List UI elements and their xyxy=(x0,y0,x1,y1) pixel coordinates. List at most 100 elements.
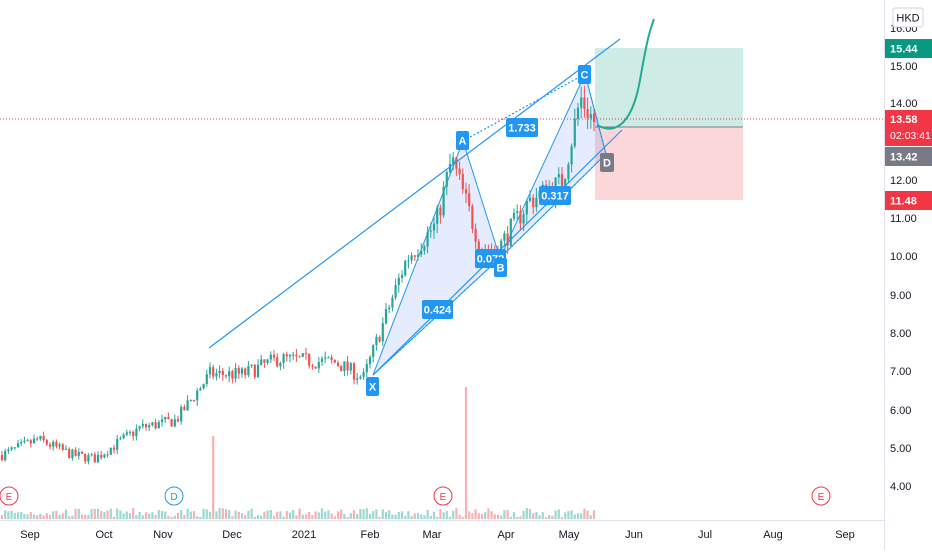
candle-body[interactable] xyxy=(352,363,356,380)
candle-body[interactable] xyxy=(42,435,45,441)
point-x-label[interactable]: X xyxy=(366,377,379,396)
candle-body[interactable] xyxy=(7,449,10,452)
candle-body[interactable] xyxy=(397,277,400,286)
candle-body[interactable] xyxy=(426,231,429,247)
candle-body[interactable] xyxy=(234,367,237,379)
candle-body[interactable] xyxy=(516,211,519,213)
candle-body[interactable] xyxy=(253,364,256,377)
candle-body[interactable] xyxy=(116,439,119,450)
candle-body[interactable] xyxy=(215,373,218,377)
candle-body[interactable] xyxy=(512,212,516,219)
candle-body[interactable] xyxy=(557,174,560,178)
candle-body[interactable] xyxy=(64,448,68,450)
candle-body[interactable] xyxy=(199,388,202,391)
earnings-marker-2[interactable]: E xyxy=(433,486,453,506)
candle-body[interactable] xyxy=(295,354,298,357)
candle-body[interactable] xyxy=(221,370,224,376)
point-b-label[interactable]: B xyxy=(494,258,507,277)
candle-body[interactable] xyxy=(349,363,352,371)
candle-body[interactable] xyxy=(260,359,263,365)
dividend-marker[interactable]: D xyxy=(164,486,184,506)
candle-body[interactable] xyxy=(279,362,282,367)
candle-body[interactable] xyxy=(567,164,570,180)
candle-body[interactable] xyxy=(455,157,458,169)
candle-body[interactable] xyxy=(13,447,16,449)
candle-body[interactable] xyxy=(429,230,432,232)
candle-body[interactable] xyxy=(36,438,39,440)
point-d-label[interactable]: D xyxy=(600,153,614,172)
candle-body[interactable] xyxy=(285,354,288,357)
candle-body[interactable] xyxy=(180,406,183,422)
candle-body[interactable] xyxy=(317,362,320,369)
candle-body[interactable] xyxy=(87,455,90,462)
candle-body[interactable] xyxy=(212,367,215,377)
candle-body[interactable] xyxy=(439,207,442,216)
candle-body[interactable] xyxy=(416,254,420,257)
candle-body[interactable] xyxy=(525,200,528,215)
candle-body[interactable] xyxy=(532,197,535,208)
ratio-xa-pill[interactable]: 1.733 xyxy=(506,118,538,137)
candle-body[interactable] xyxy=(237,367,240,374)
candle-body[interactable] xyxy=(570,146,573,165)
profit-zone[interactable] xyxy=(595,48,743,127)
candle-body[interactable] xyxy=(362,372,365,377)
candle-body[interactable] xyxy=(122,434,125,439)
point-c-label[interactable]: C xyxy=(578,65,591,84)
candle-body[interactable] xyxy=(45,440,48,445)
candle-body[interactable] xyxy=(423,246,426,251)
candle-body[interactable] xyxy=(55,441,58,447)
candle-body[interactable] xyxy=(196,390,199,401)
candle-body[interactable] xyxy=(269,354,272,360)
ratio-xb-pill[interactable]: 0.424 xyxy=(422,300,453,319)
candle-body[interactable] xyxy=(452,157,455,164)
candle-body[interactable] xyxy=(519,211,522,224)
candle-body[interactable] xyxy=(461,174,464,190)
candle-body[interactable] xyxy=(74,449,77,456)
candle-body[interactable] xyxy=(445,171,448,187)
candle-body[interactable] xyxy=(84,453,87,462)
time-axis[interactable]: Sep Oct Nov Dec 2021 Feb Mar Apr May Jun… xyxy=(20,529,855,541)
candle-body[interactable] xyxy=(468,193,471,207)
candle-body[interactable] xyxy=(410,255,413,261)
candle-body[interactable] xyxy=(272,354,276,358)
candle-body[interactable] xyxy=(378,337,381,342)
candle-body[interactable] xyxy=(404,260,407,276)
candle-body[interactable] xyxy=(20,442,23,444)
candle-body[interactable] xyxy=(464,189,468,194)
candle-body[interactable] xyxy=(52,441,55,447)
candle-body[interactable] xyxy=(324,357,327,359)
candle-body[interactable] xyxy=(29,440,32,444)
candle-body[interactable] xyxy=(103,454,106,458)
candle-body[interactable] xyxy=(151,422,154,426)
price-axis[interactable]: 16.00 15.00 14.00 13.00 12.00 11.00 10.0… xyxy=(890,23,918,493)
candle-body[interactable] xyxy=(333,360,336,363)
candle-body[interactable] xyxy=(119,438,122,440)
candle-body[interactable] xyxy=(586,108,589,119)
candle-body[interactable] xyxy=(90,454,93,456)
candle-body[interactable] xyxy=(167,416,170,420)
candle-body[interactable] xyxy=(0,454,4,461)
candle-body[interactable] xyxy=(336,362,340,366)
candle-body[interactable] xyxy=(96,454,100,463)
candle-body[interactable] xyxy=(346,361,349,371)
candle-body[interactable] xyxy=(144,424,148,428)
candle-body[interactable] xyxy=(448,163,452,172)
candle-body[interactable] xyxy=(132,431,135,437)
candle-body[interactable] xyxy=(256,364,260,377)
candle-body[interactable] xyxy=(381,323,384,342)
candle-body[interactable] xyxy=(205,374,208,385)
candle-body[interactable] xyxy=(231,371,234,379)
candle-body[interactable] xyxy=(112,447,116,450)
candle-body[interactable] xyxy=(160,419,164,422)
channel-upper-line[interactable] xyxy=(208,38,621,349)
candle-body[interactable] xyxy=(308,353,311,366)
candle-body[interactable] xyxy=(298,356,301,358)
candle-body[interactable] xyxy=(244,368,247,376)
candle-body[interactable] xyxy=(589,113,592,119)
candle-body[interactable] xyxy=(26,440,29,442)
candle-body[interactable] xyxy=(173,419,176,427)
candle-body[interactable] xyxy=(16,443,20,448)
candle-body[interactable] xyxy=(442,186,445,216)
candle-body[interactable] xyxy=(528,197,532,201)
